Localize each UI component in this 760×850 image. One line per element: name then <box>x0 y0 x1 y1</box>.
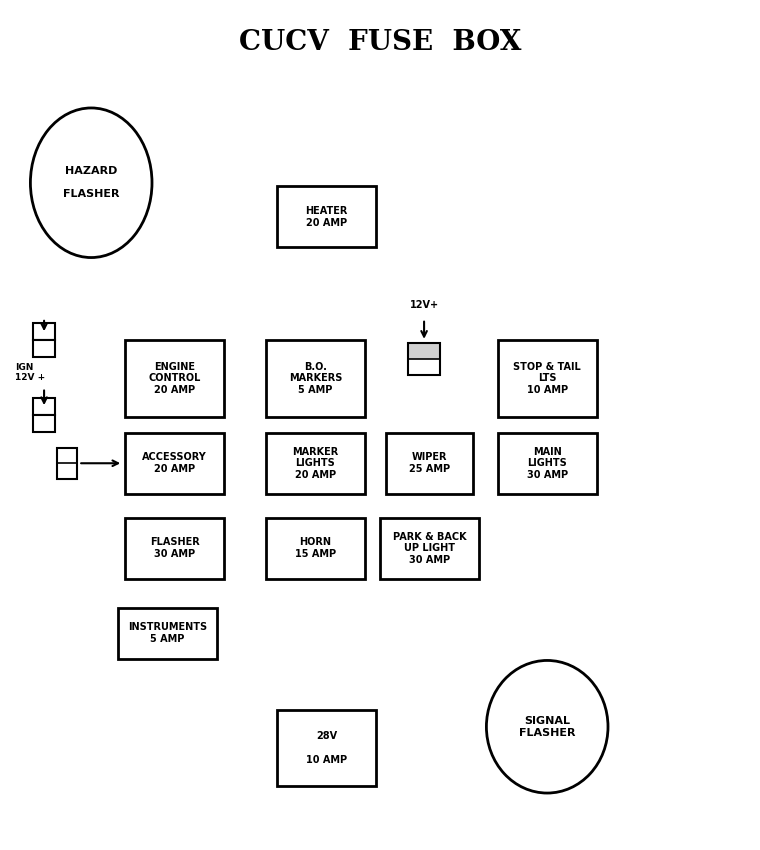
Text: SIGNAL
FLASHER: SIGNAL FLASHER <box>519 716 575 738</box>
Text: B.O.
MARKERS
5 AMP: B.O. MARKERS 5 AMP <box>289 361 342 395</box>
Text: FLASHER
30 AMP: FLASHER 30 AMP <box>150 537 200 559</box>
Ellipse shape <box>486 660 608 793</box>
Bar <box>385 433 473 494</box>
Text: ACCESSORY
20 AMP: ACCESSORY 20 AMP <box>142 452 207 474</box>
Bar <box>380 518 479 579</box>
Bar <box>125 433 224 494</box>
Bar <box>33 398 55 415</box>
Text: INSTRUMENTS
5 AMP: INSTRUMENTS 5 AMP <box>128 622 207 644</box>
Text: HAZARD

FLASHER: HAZARD FLASHER <box>63 166 119 200</box>
Bar <box>33 415 55 432</box>
Bar <box>408 343 440 375</box>
Bar <box>408 343 440 359</box>
Text: ENGINE
CONTROL
20 AMP: ENGINE CONTROL 20 AMP <box>149 361 201 395</box>
Bar <box>266 340 365 416</box>
Bar <box>266 518 365 579</box>
Bar <box>33 340 55 357</box>
Bar <box>125 518 224 579</box>
Bar <box>498 433 597 494</box>
Text: HEATER
20 AMP: HEATER 20 AMP <box>306 206 348 228</box>
Bar <box>57 448 77 479</box>
Text: HORN
15 AMP: HORN 15 AMP <box>295 537 336 559</box>
Text: STOP & TAIL
LTS
10 AMP: STOP & TAIL LTS 10 AMP <box>513 361 581 395</box>
Bar <box>118 608 217 659</box>
Text: MARKER
LIGHTS
20 AMP: MARKER LIGHTS 20 AMP <box>293 446 338 480</box>
Text: WIPER
25 AMP: WIPER 25 AMP <box>409 452 450 474</box>
Bar <box>277 186 376 247</box>
Bar <box>33 323 55 340</box>
Text: PARK & BACK
UP LIGHT
30 AMP: PARK & BACK UP LIGHT 30 AMP <box>393 531 466 565</box>
Bar <box>277 710 376 786</box>
Text: CUCV  FUSE  BOX: CUCV FUSE BOX <box>239 29 521 56</box>
Text: 12V+: 12V+ <box>410 300 439 310</box>
Text: IGN
12V +: IGN 12V + <box>15 363 46 382</box>
Bar <box>125 340 224 416</box>
Bar <box>498 340 597 416</box>
Text: MAIN
LIGHTS
30 AMP: MAIN LIGHTS 30 AMP <box>527 446 568 480</box>
Text: 28V

10 AMP: 28V 10 AMP <box>306 731 347 765</box>
Bar <box>266 433 365 494</box>
Ellipse shape <box>30 108 152 258</box>
